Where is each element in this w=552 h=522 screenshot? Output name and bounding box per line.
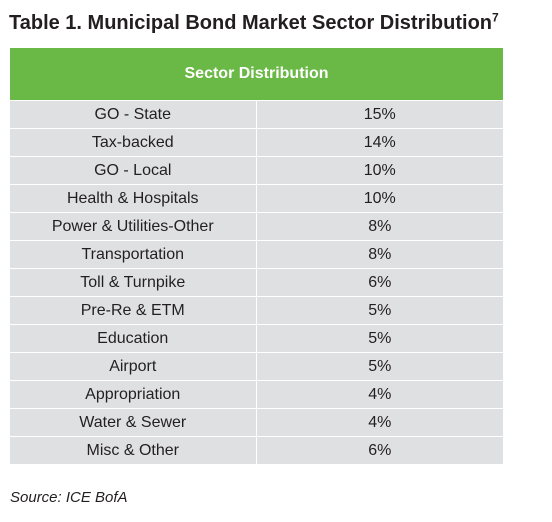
table-header: Sector Distribution — [10, 48, 504, 101]
sector-cell: Transportation — [10, 240, 257, 269]
percent-cell: 15% — [256, 100, 504, 129]
table-title-text: Table 1. Municipal Bond Market Sector Di… — [9, 12, 493, 34]
table-row: Pre-Re & ETM 5% — [10, 296, 504, 325]
table-row: Health & Hospitals 10% — [10, 184, 504, 213]
table-title: Table 1. Municipal Bond Market Sector Di… — [9, 10, 549, 36]
sector-distribution-table: Sector Distribution GO - State 15% Tax-b… — [10, 48, 504, 465]
source-note: Source: ICE BofA — [10, 489, 128, 506]
sector-cell: GO - Local — [10, 156, 257, 185]
sector-cell: Water & Sewer — [10, 408, 257, 437]
percent-cell: 4% — [256, 408, 504, 437]
percent-cell: 6% — [256, 436, 504, 465]
sector-cell: Power & Utilities-Other — [10, 212, 257, 241]
footnote-marker: 7 — [492, 10, 499, 25]
table-row: Misc & Other 6% — [10, 436, 504, 465]
percent-cell: 4% — [256, 380, 504, 409]
table-row: Education 5% — [10, 324, 504, 353]
percent-cell: 8% — [256, 240, 504, 269]
table-body: GO - State 15% Tax-backed 14% GO - Local… — [10, 100, 504, 465]
table-row: GO - Local 10% — [10, 156, 504, 185]
percent-cell: 5% — [256, 324, 504, 353]
percent-cell: 8% — [256, 212, 504, 241]
percent-cell: 6% — [256, 268, 504, 297]
sector-cell: GO - State — [10, 100, 257, 129]
percent-cell: 10% — [256, 184, 504, 213]
sector-cell: Pre-Re & ETM — [10, 296, 257, 325]
percent-cell: 5% — [256, 296, 504, 325]
table-row: Transportation 8% — [10, 240, 504, 269]
table-row: Airport 5% — [10, 352, 504, 381]
table-row: Power & Utilities-Other 8% — [10, 212, 504, 241]
table-row: Water & Sewer 4% — [10, 408, 504, 437]
sector-cell: Health & Hospitals — [10, 184, 257, 213]
table-row: Toll & Turnpike 6% — [10, 268, 504, 297]
sector-cell: Airport — [10, 352, 257, 381]
sector-cell: Education — [10, 324, 257, 353]
sector-cell: Misc & Other — [10, 436, 257, 465]
percent-cell: 5% — [256, 352, 504, 381]
sector-cell: Tax-backed — [10, 128, 257, 157]
percent-cell: 10% — [256, 156, 504, 185]
percent-cell: 14% — [256, 128, 504, 157]
table-row: Tax-backed 14% — [10, 128, 504, 157]
table-row: Appropriation 4% — [10, 380, 504, 409]
sector-cell: Toll & Turnpike — [10, 268, 257, 297]
sector-cell: Appropriation — [10, 380, 257, 409]
table-row: GO - State 15% — [10, 100, 504, 129]
table-header-row: Sector Distribution — [10, 48, 504, 101]
